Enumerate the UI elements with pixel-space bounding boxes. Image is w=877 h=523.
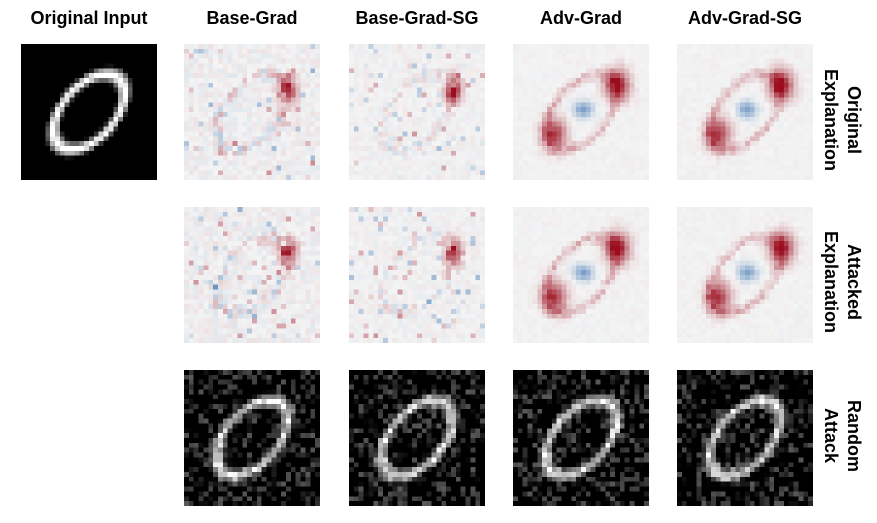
row-label-line2: Explanation [821,68,841,172]
row-label-line2: Explanation [821,230,841,334]
adv-grad-sg-original-explanation-heatmap [677,44,813,180]
original-input-digit-image [21,44,157,180]
base-grad-random-attack-image [184,370,320,506]
adv-grad-sg-attacked-explanation-heatmap [677,207,813,343]
row-label-line1: Original [844,85,864,155]
col-title-base-grad-sg: Base-Grad-SG [355,8,479,28]
col-title-base-grad: Base-Grad [206,8,298,28]
col-title-adv-grad: Adv-Grad [539,8,623,28]
row-label-line1: Random [844,400,864,472]
row-label-attacked-explanation: Attacked Explanation [819,231,865,333]
row-label-random-attack: Random Attack [819,400,865,472]
row-label-line2: Attack [821,408,841,464]
adv-grad-random-attack-image [513,370,649,506]
row-label-line1: Attacked [844,243,864,321]
base-grad-attacked-explanation-heatmap [184,207,320,343]
base-grad-sg-random-attack-image [349,370,485,506]
adv-grad-sg-random-attack-image [677,370,813,506]
adv-grad-original-explanation-heatmap [513,44,649,180]
col-title-original-input: Original Input [30,8,148,28]
base-grad-sg-attacked-explanation-heatmap [349,207,485,343]
col-title-adv-grad-sg: Adv-Grad-SG [687,8,803,28]
base-grad-original-explanation-heatmap [184,44,320,180]
row-label-original-explanation: Original Explanation [819,69,865,171]
adv-grad-attacked-explanation-heatmap [513,207,649,343]
base-grad-sg-original-explanation-heatmap [349,44,485,180]
